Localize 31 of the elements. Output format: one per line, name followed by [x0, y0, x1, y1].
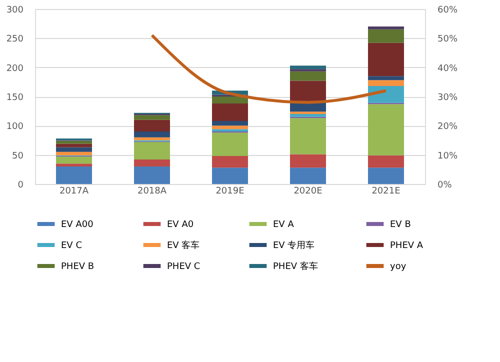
legend-label: EV C: [61, 241, 82, 251]
y2-tick-label: 60%: [438, 6, 458, 16]
y-tick-label: 200: [6, 64, 24, 74]
legend-label: EV A0: [167, 220, 194, 230]
legend-label: EV A: [273, 220, 295, 230]
legend-label: yoy: [390, 262, 407, 272]
y2-tick-label: 30%: [438, 93, 458, 103]
y-tick-label: 300: [6, 6, 24, 16]
x-tick-label: 2021E: [372, 186, 401, 196]
y-tick-label: 250: [6, 34, 24, 45]
y2-tick-label: 50%: [438, 34, 458, 45]
legend-label: PHEV A: [390, 241, 424, 251]
y-tick-label: 0: [18, 180, 24, 190]
x-tick-label: 2018A: [137, 186, 168, 196]
legend-label: EV B: [390, 220, 411, 230]
y2-tick-label: 10%: [438, 151, 458, 162]
x-tick-label: 2020E: [294, 186, 323, 196]
legend-label: EV A00: [61, 220, 94, 230]
x-tick-label: 2019E: [216, 186, 245, 196]
y-tick-label: 100: [6, 122, 24, 132]
legend-label: PHEV C: [167, 262, 200, 272]
legend-label: PHEV B: [61, 262, 94, 272]
x-tick-label: 2017A: [59, 186, 90, 196]
legend-label: EV 专用车: [273, 240, 315, 251]
y2-tick-label: 20%: [438, 122, 458, 132]
y-tick-label: 50: [12, 151, 24, 162]
y2-tick-label: 40%: [438, 64, 458, 74]
y2-tick-label: 0%: [438, 180, 452, 190]
legend-label: PHEV 客车: [273, 261, 318, 272]
y-tick-label: 150: [6, 93, 24, 103]
legend-label: EV 客车: [167, 240, 200, 251]
